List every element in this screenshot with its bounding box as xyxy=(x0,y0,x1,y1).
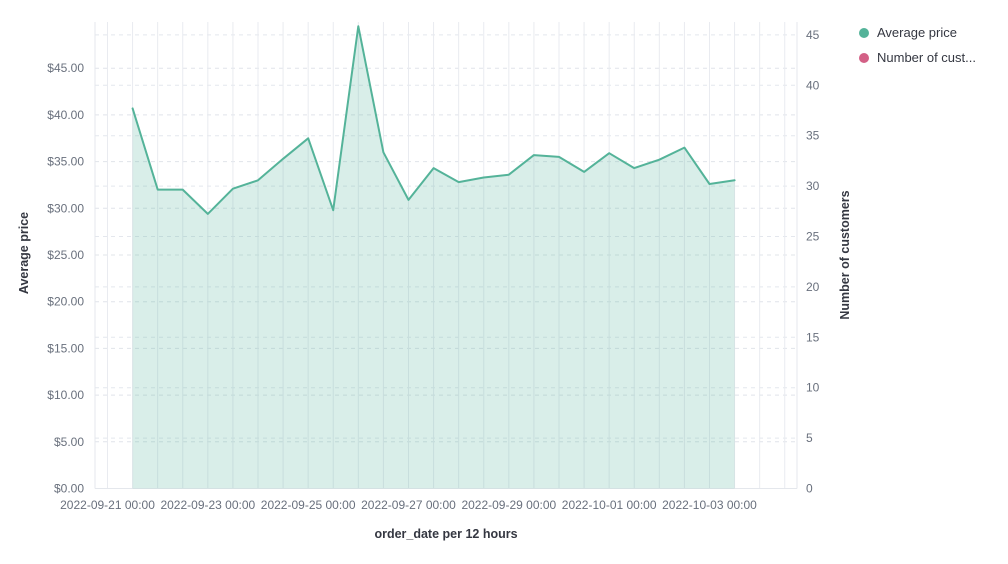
legend-dot-number-of-customers xyxy=(859,52,869,63)
x-axis-tick-label: 2022-09-21 00:00 xyxy=(60,498,155,512)
right-axis-tick-label: 15 xyxy=(806,330,820,344)
legend-item-average-price[interactable]: Average price xyxy=(859,20,976,45)
left-axis-tick-label: $45.00 xyxy=(47,61,84,75)
right-axis-tick-label: 10 xyxy=(806,381,820,395)
x-axis-tick-label: 2022-09-25 00:00 xyxy=(261,498,356,512)
x-axis-tick-label: 2022-10-03 00:00 xyxy=(662,498,757,512)
right-axis-tick-label: 25 xyxy=(806,230,820,244)
right-axis-tick-label: 0 xyxy=(806,482,813,496)
right-axis-tick-label: 30 xyxy=(806,179,820,193)
legend-label: Number of cust... xyxy=(877,50,976,65)
left-axis-tick-label: $20.00 xyxy=(47,295,84,309)
left-axis-title: Average price xyxy=(17,211,31,295)
legend-item-number-of-customers[interactable]: Number of cust... xyxy=(859,45,976,70)
x-axis-tick-label: 2022-09-23 00:00 xyxy=(160,498,255,512)
left-axis-tick-label: $5.00 xyxy=(54,435,84,449)
right-axis-title: Number of customers xyxy=(838,190,852,320)
x-axis-tick-label: 2022-09-27 00:00 xyxy=(361,498,456,512)
average-price-line xyxy=(131,25,736,215)
left-axis-tick-label: $40.00 xyxy=(47,108,84,122)
x-axis-tick-label: 2022-10-01 00:00 xyxy=(562,498,657,512)
right-axis-tick-label: 20 xyxy=(806,280,820,294)
left-axis-tick-label: $15.00 xyxy=(47,341,84,355)
left-axis-tick-label: $25.00 xyxy=(47,248,84,262)
right-axis-tick-label: 5 xyxy=(806,431,813,445)
legend: Average price Number of cust... xyxy=(859,20,976,70)
left-axis-tick-label: $0.00 xyxy=(54,482,84,496)
right-axis-tick-label: 35 xyxy=(806,129,820,143)
right-axis-tick-label: 45 xyxy=(806,28,820,42)
left-axis-tick-label: $35.00 xyxy=(47,155,84,169)
legend-dot-average-price xyxy=(859,27,869,38)
left-axis-tick-label: $30.00 xyxy=(47,201,84,215)
left-axis-tick-label: $10.00 xyxy=(47,388,84,402)
x-axis-tick-label: 2022-09-29 00:00 xyxy=(461,498,556,512)
right-axis-tick-label: 40 xyxy=(806,78,820,92)
legend-label: Average price xyxy=(877,25,957,40)
average-price-area xyxy=(132,26,735,489)
x-axis-title: order_date per 12 hours xyxy=(374,527,518,541)
